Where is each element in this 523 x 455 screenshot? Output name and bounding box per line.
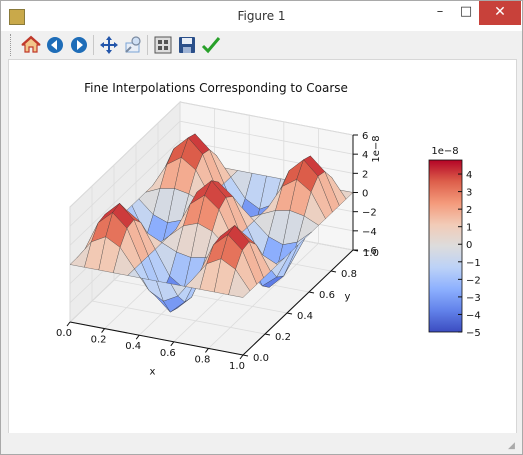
colorbar-tick-label: 3 bbox=[466, 188, 472, 199]
colorbar-tick-label: 2 bbox=[466, 205, 472, 216]
maximize-button[interactable]: □ bbox=[459, 4, 473, 19]
title-bar: Figure 1 – □ ✕ bbox=[1, 1, 522, 31]
y-tick-label: 0.8 bbox=[341, 269, 357, 280]
colorbar-tick-label: 1 bbox=[466, 223, 472, 234]
y-tick-label: 0.2 bbox=[275, 332, 291, 343]
x-axis-line bbox=[69, 321, 244, 356]
x-tick-label: 0.0 bbox=[56, 328, 72, 339]
toolbar-separator bbox=[93, 35, 94, 55]
z-tick-label: 4 bbox=[362, 150, 368, 161]
edit-axes-icon[interactable] bbox=[201, 35, 221, 55]
forward-icon[interactable] bbox=[69, 35, 89, 55]
home-icon[interactable] bbox=[21, 35, 41, 55]
y-tick bbox=[330, 270, 337, 273]
grid-line bbox=[69, 101, 354, 208]
colorbar-tick-label: −4 bbox=[466, 310, 481, 321]
z-scale-label: 1e−8 bbox=[371, 135, 382, 162]
colorbar-tick-label: −3 bbox=[466, 293, 481, 304]
minimize-button[interactable]: – bbox=[436, 4, 444, 19]
app-icon bbox=[9, 9, 25, 25]
colorbar-tick-label: 4 bbox=[466, 170, 472, 181]
subplots-icon[interactable] bbox=[153, 35, 173, 55]
toolbar-separator bbox=[147, 35, 148, 55]
y-tick-label: 1.0 bbox=[363, 248, 379, 259]
close-button[interactable]: ✕ bbox=[479, 1, 521, 25]
pan-icon[interactable] bbox=[99, 35, 119, 55]
x-tick bbox=[170, 341, 175, 347]
y-tick-label: 0.4 bbox=[297, 311, 313, 322]
colorbar-tick-label: −5 bbox=[466, 328, 481, 339]
colorbar-tick-label: 0 bbox=[466, 240, 472, 251]
x-tick-label: 1.0 bbox=[229, 361, 245, 372]
chart-title: Fine Interpolations Corresponding to Coa… bbox=[84, 81, 348, 95]
x-tick bbox=[101, 328, 105, 333]
colorbar bbox=[428, 159, 463, 333]
x-tick-label: 0.8 bbox=[194, 354, 210, 365]
z-tick-label: −2 bbox=[362, 208, 377, 219]
toolbar-grip bbox=[10, 34, 14, 56]
z-tick-label: 6 bbox=[362, 131, 368, 142]
x-tick bbox=[135, 334, 140, 340]
status-bar: ◢ bbox=[1, 433, 522, 454]
x-axis-label: x bbox=[150, 367, 156, 378]
colorbar-tick-label: −1 bbox=[466, 258, 481, 269]
window-title: Figure 1 bbox=[237, 9, 286, 23]
resize-grip[interactable]: ◢ bbox=[508, 441, 515, 451]
y-tick bbox=[264, 333, 271, 336]
surface-plot: Fine Interpolations Corresponding to Coa… bbox=[56, 81, 481, 378]
y-tick bbox=[242, 354, 249, 357]
x-tick bbox=[66, 321, 71, 327]
y-tick-label: 0.0 bbox=[253, 353, 269, 364]
surface-facet bbox=[228, 268, 251, 298]
y-tick-label: 0.6 bbox=[319, 290, 335, 301]
grid-line bbox=[69, 139, 354, 246]
z-tick-label: 2 bbox=[362, 169, 368, 180]
toolbar bbox=[1, 31, 522, 59]
y-axis-label: y bbox=[345, 291, 351, 302]
y-axis-line bbox=[242, 249, 354, 356]
back-icon[interactable] bbox=[45, 35, 65, 55]
x-tick bbox=[204, 348, 209, 353]
zoom-icon[interactable] bbox=[123, 35, 143, 55]
x-tick-label: 0.4 bbox=[125, 341, 141, 352]
y-tick bbox=[308, 291, 315, 294]
z-tick-label: −4 bbox=[362, 227, 377, 238]
y-tick bbox=[286, 312, 293, 315]
grid-line bbox=[69, 120, 354, 227]
figure-canvas[interactable]: Fine Interpolations Corresponding to Coa… bbox=[8, 59, 517, 434]
x-tick-label: 0.2 bbox=[91, 335, 107, 346]
colorbar-scale-label: 1e−8 bbox=[431, 146, 458, 157]
z-tick-label: −6 bbox=[362, 246, 377, 257]
x-tick-label: 0.6 bbox=[160, 348, 176, 359]
z-tick-label: 0 bbox=[362, 189, 368, 200]
colorbar-tick-label: −2 bbox=[466, 275, 481, 286]
x-tick bbox=[239, 354, 244, 360]
save-icon[interactable] bbox=[177, 35, 197, 55]
